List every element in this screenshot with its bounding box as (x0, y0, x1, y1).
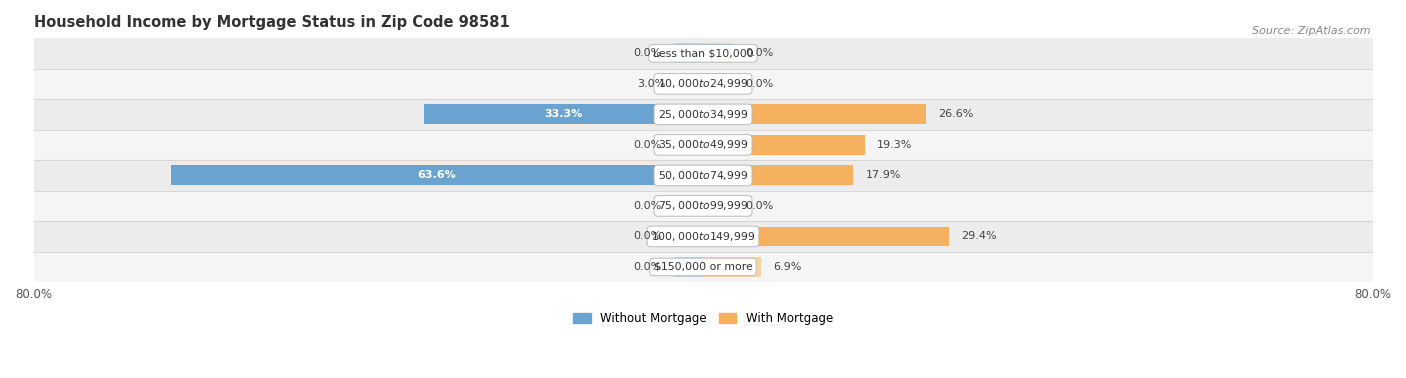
Text: 0.0%: 0.0% (745, 79, 773, 89)
Text: 0.0%: 0.0% (633, 262, 661, 272)
Text: 29.4%: 29.4% (962, 231, 997, 242)
Text: 63.6%: 63.6% (418, 170, 457, 180)
Text: 0.0%: 0.0% (633, 201, 661, 211)
Bar (673, 43, 703, 63)
Text: 33.3%: 33.3% (544, 109, 582, 119)
Bar (34, 221, 1372, 252)
Text: 19.3%: 19.3% (877, 140, 912, 150)
Text: 0.0%: 0.0% (633, 48, 661, 58)
Legend: Without Mortgage, With Mortgage: Without Mortgage, With Mortgage (568, 308, 838, 330)
Bar (673, 257, 703, 277)
Text: 0.0%: 0.0% (745, 48, 773, 58)
Text: 0.0%: 0.0% (633, 231, 661, 242)
Text: $75,000 to $99,999: $75,000 to $99,999 (658, 200, 748, 212)
Bar (673, 196, 703, 216)
Bar (34, 38, 1372, 69)
Bar (34, 99, 1372, 130)
Bar (34, 130, 1372, 160)
Text: $100,000 to $149,999: $100,000 to $149,999 (651, 230, 755, 243)
Text: $50,000 to $74,999: $50,000 to $74,999 (658, 169, 748, 182)
Text: Less than $10,000: Less than $10,000 (652, 48, 754, 58)
Text: $35,000 to $49,999: $35,000 to $49,999 (658, 138, 748, 152)
Text: 0.0%: 0.0% (633, 140, 661, 150)
Bar (703, 43, 733, 63)
Bar (34, 191, 1372, 221)
Bar (673, 226, 703, 246)
Text: 0.0%: 0.0% (745, 201, 773, 211)
Bar (703, 257, 761, 277)
Text: 26.6%: 26.6% (938, 109, 973, 119)
Bar (703, 166, 853, 185)
Text: Source: ZipAtlas.com: Source: ZipAtlas.com (1253, 26, 1371, 36)
Text: 6.9%: 6.9% (773, 262, 801, 272)
Bar (425, 104, 703, 124)
Text: 17.9%: 17.9% (865, 170, 901, 180)
Bar (678, 74, 703, 94)
Text: $10,000 to $24,999: $10,000 to $24,999 (658, 77, 748, 90)
Text: $25,000 to $34,999: $25,000 to $34,999 (658, 108, 748, 121)
Text: 3.0%: 3.0% (637, 79, 665, 89)
Text: $150,000 or more: $150,000 or more (654, 262, 752, 272)
Bar (703, 74, 733, 94)
Bar (34, 252, 1372, 282)
Bar (703, 135, 865, 155)
Bar (703, 104, 925, 124)
Bar (170, 166, 703, 185)
Bar (34, 69, 1372, 99)
Bar (703, 196, 733, 216)
Bar (703, 226, 949, 246)
Bar (673, 135, 703, 155)
Text: Household Income by Mortgage Status in Zip Code 98581: Household Income by Mortgage Status in Z… (34, 15, 509, 30)
Bar (34, 160, 1372, 191)
